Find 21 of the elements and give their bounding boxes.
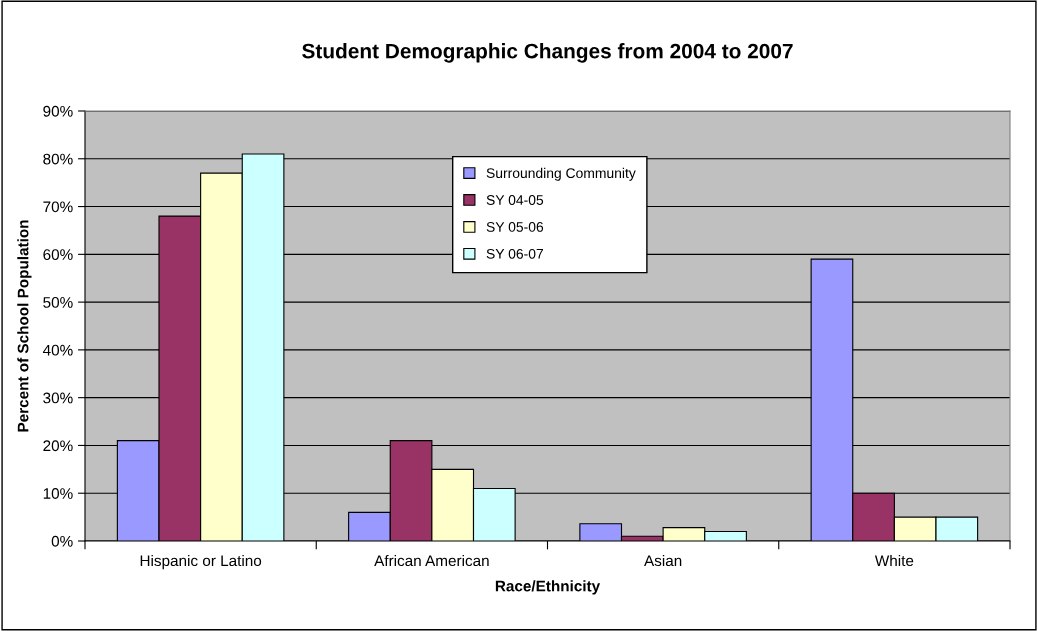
legend-label: SY 05-06 <box>486 222 544 232</box>
y-axis-title: Percent of School Population <box>17 220 32 432</box>
legend-label: SY 04-05 <box>486 195 544 205</box>
y-tick-label: 20% <box>43 440 73 452</box>
x-tick-label: Hispanic or Latino <box>140 554 262 570</box>
legend-label: SY 06-07 <box>486 248 543 259</box>
y-tick-label: 30% <box>43 392 73 404</box>
x-tick-label: Asian <box>644 554 682 567</box>
y-tick-label: 50% <box>43 296 73 308</box>
y-tick-label: 70% <box>43 201 73 213</box>
x-tick-label: African American <box>374 554 489 567</box>
y-tick-label: 80% <box>43 153 73 165</box>
x-axis-title: Race/Ethnicity <box>495 580 601 595</box>
y-tick-label: 40% <box>42 344 73 356</box>
y-tick-label: 0% <box>51 535 73 547</box>
x-tick-label: White <box>874 554 914 567</box>
chart-title: Student Demographic Changes from 2004 to 2007 <box>302 43 793 63</box>
y-tick-label: 90% <box>43 105 73 117</box>
y-tick-label: 10% <box>43 488 73 499</box>
legend-label: Surrounding Community <box>486 167 636 181</box>
y-tick-label: 60% <box>43 249 73 261</box>
